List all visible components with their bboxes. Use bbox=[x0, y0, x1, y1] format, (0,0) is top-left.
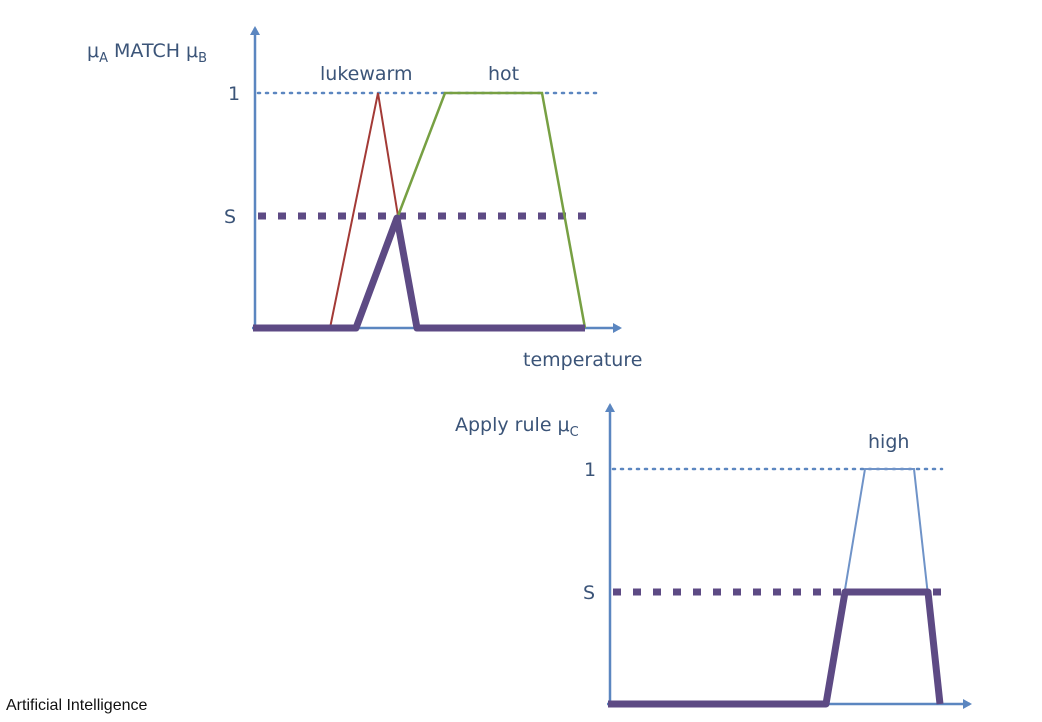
lukewarm-label: lukewarm bbox=[320, 63, 413, 85]
match-result-curve bbox=[253, 214, 585, 332]
match-ylabel: μA MATCH μB bbox=[87, 40, 207, 66]
apply-ylabel: Apply rule μC bbox=[455, 414, 579, 440]
tick-one-label: 1 bbox=[584, 459, 596, 481]
apply-rule-plot: Apply rule μC 1 S high bbox=[455, 403, 972, 709]
footer-text: Artificial Intelligence bbox=[6, 697, 148, 714]
tick-s-label: S bbox=[224, 206, 236, 228]
match-plot: μA MATCH μB 1 S lukewarm hot temperature bbox=[87, 26, 642, 371]
high-label: high bbox=[868, 431, 909, 453]
tick-one-label: 1 bbox=[228, 83, 240, 105]
hot-curve bbox=[396, 91, 587, 329]
x-axis-label: temperature bbox=[523, 349, 642, 371]
apply-result-curve bbox=[608, 588, 944, 708]
lukewarm-curve bbox=[329, 92, 399, 329]
hot-label: hot bbox=[488, 63, 519, 85]
high-curve bbox=[825, 468, 941, 705]
tick-s-label: S bbox=[583, 582, 595, 604]
